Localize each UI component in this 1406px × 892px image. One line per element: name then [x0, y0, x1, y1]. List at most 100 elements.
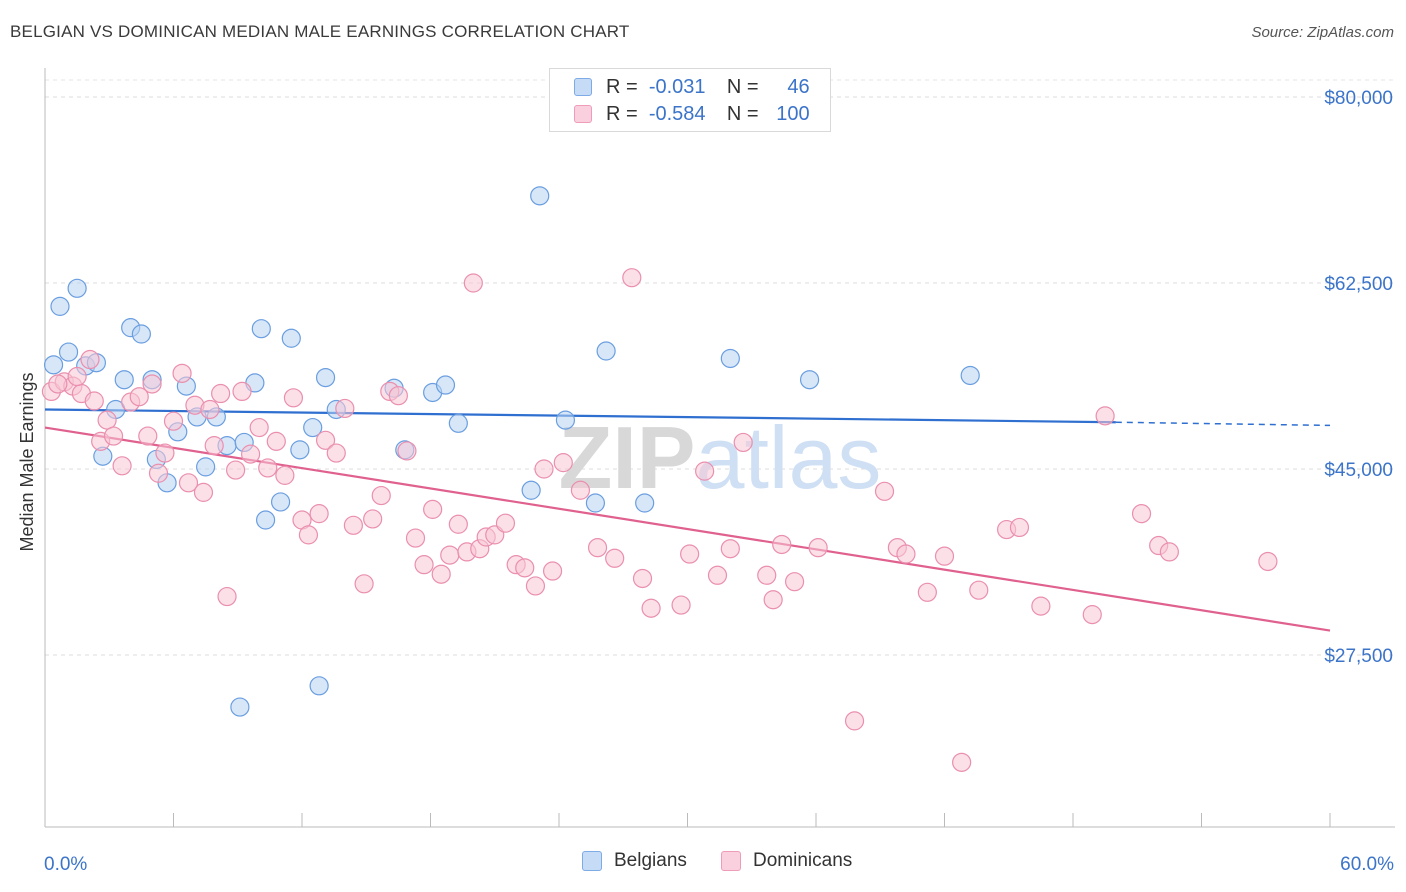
- point-dominicans: [343, 515, 363, 535]
- point-belgians: [585, 493, 606, 513]
- legend-label-dominicans: Dominicans: [753, 850, 853, 871]
- point-dominicans: [80, 349, 100, 370]
- point-dominicans: [103, 426, 124, 446]
- point-dominicans: [622, 268, 642, 288]
- point-dominicans: [1009, 517, 1030, 538]
- point-belgians: [435, 375, 456, 395]
- point-dominicans: [178, 473, 199, 493]
- point-dominicans: [808, 538, 828, 558]
- axes: [44, 68, 1395, 828]
- y-tick-label: $27,500: [1324, 646, 1393, 667]
- point-dominicans: [326, 443, 346, 463]
- legend-swatch-belgians: [582, 851, 602, 871]
- point-belgians: [521, 480, 541, 500]
- point-dominicans: [266, 431, 286, 451]
- legend-row-dominicans: R = -0.584 N = 100: [574, 102, 810, 126]
- legend-r-label: R =: [606, 75, 638, 98]
- point-belgians: [799, 370, 820, 390]
- point-dominicans: [388, 386, 408, 406]
- point-dominicans: [763, 590, 783, 610]
- point-dominicans: [397, 441, 417, 461]
- legend-item-dominicans[interactable]: Dominicans: [721, 850, 852, 872]
- point-dominicans: [258, 458, 278, 478]
- point-dominicans: [896, 544, 916, 564]
- point-dominicans: [275, 465, 295, 485]
- point-dominicans: [553, 453, 573, 473]
- legend-item-belgians[interactable]: Belgians: [582, 850, 687, 872]
- point-belgians: [50, 296, 70, 316]
- point-dominicans: [431, 564, 451, 584]
- point-dominicans: [138, 426, 158, 446]
- point-belgians: [196, 457, 216, 477]
- point-dominicans: [448, 514, 468, 534]
- point-belgians: [290, 440, 310, 460]
- point-belgians: [635, 493, 655, 513]
- point-dominicans: [542, 561, 563, 581]
- legend-swatch-belgians: [574, 78, 592, 96]
- legend-n-label: N =: [726, 102, 759, 125]
- point-dominicans: [232, 381, 252, 402]
- point-dominicans: [1031, 596, 1051, 616]
- point-dominicans: [1131, 504, 1152, 524]
- point-dominicans: [587, 538, 608, 558]
- stats-legend: R = -0.031 N = 46 R = -0.584 N = 100: [549, 68, 831, 132]
- point-dominicans: [757, 565, 777, 585]
- point-dominicans: [844, 711, 865, 731]
- point-dominicans: [414, 555, 434, 575]
- point-dominicans: [1095, 406, 1115, 426]
- point-dominicans: [226, 460, 246, 480]
- point-dominicans: [204, 436, 224, 456]
- point-dominicans: [148, 463, 169, 483]
- point-dominicans: [315, 430, 336, 450]
- point-dominicans: [249, 417, 269, 438]
- point-dominicans: [707, 565, 728, 585]
- point-dominicans: [969, 580, 989, 600]
- point-dominicans: [200, 399, 220, 420]
- point-belgians: [303, 417, 323, 438]
- legend-n-value: 46: [787, 75, 810, 98]
- point-dominicans: [720, 539, 740, 559]
- point-belgians: [114, 370, 134, 390]
- series-legend: Belgians Dominicans: [0, 850, 1406, 878]
- point-dominicans: [440, 545, 460, 565]
- point-belgians: [43, 355, 64, 375]
- point-dominicans: [917, 582, 937, 602]
- legend-n-label: N =: [726, 75, 759, 98]
- point-dominicans: [570, 480, 591, 500]
- point-dominicans: [680, 544, 700, 564]
- point-dominicans: [129, 387, 149, 407]
- y-axis-label: Median Male Earnings: [17, 372, 37, 551]
- point-belgians: [960, 365, 980, 386]
- point-dominicans: [335, 398, 355, 419]
- point-dominicans: [733, 432, 753, 453]
- legend-swatch-dominicans: [574, 105, 592, 123]
- point-belgians: [309, 676, 329, 696]
- x-tick-label-min: 0.0%: [44, 854, 87, 875]
- point-dominicans: [495, 513, 516, 533]
- point-dominicans: [48, 374, 68, 394]
- point-belgians: [255, 510, 276, 530]
- y-tick-label: $62,500: [1324, 274, 1393, 295]
- y-tick-label: $45,000: [1324, 460, 1393, 481]
- point-belgians: [530, 186, 550, 206]
- point-belgians: [555, 410, 576, 430]
- legend-r-value: -0.584: [648, 102, 706, 125]
- point-dominicans: [371, 485, 391, 506]
- point-dominicans: [405, 528, 426, 548]
- point-dominicans: [605, 548, 625, 568]
- x-tick-label-max: 60.0%: [1340, 854, 1394, 875]
- watermark-atlas: atlas: [696, 408, 882, 507]
- point-belgians: [251, 319, 271, 339]
- legend-row-belgians: R = -0.031 N = 46: [574, 75, 810, 99]
- point-dominicans: [463, 273, 483, 293]
- point-dominicans: [217, 586, 237, 607]
- point-dominicans: [363, 509, 383, 529]
- point-dominicans: [163, 411, 184, 431]
- point-dominicans: [874, 481, 895, 501]
- legend-r-value: -0.031: [648, 75, 706, 98]
- point-dominicans: [309, 504, 329, 524]
- point-belgians: [131, 324, 151, 344]
- point-belgians: [596, 341, 616, 361]
- watermark: ZIPatlas: [559, 408, 882, 507]
